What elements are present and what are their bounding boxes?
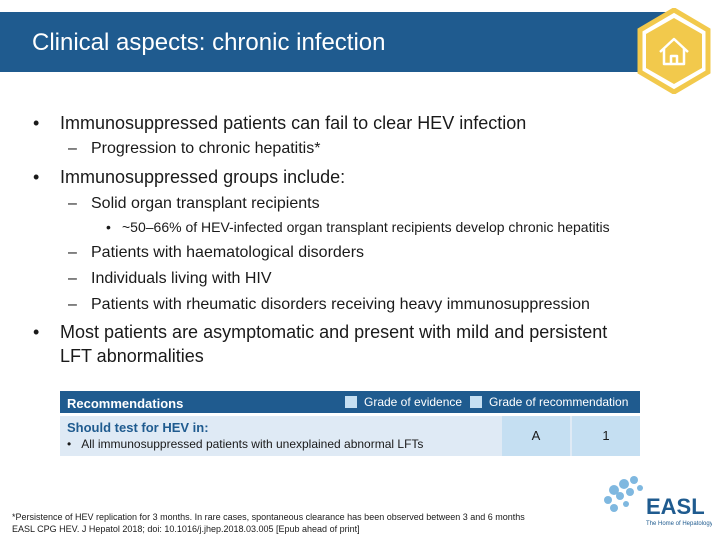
sub-bullet-2-2: Patients with haematological disorders xyxy=(91,244,365,261)
bullet-dot: • xyxy=(106,219,111,235)
bullet-dot: • xyxy=(33,167,40,187)
title-bar xyxy=(0,12,680,72)
bullet-3-line-2: LFT abnormalities xyxy=(60,346,204,366)
easl-logo: EASL The Home of Hepatology xyxy=(600,472,713,530)
bullet-dot: • xyxy=(67,437,72,451)
dash: – xyxy=(68,244,77,261)
recommendation-legend-label: Grade of recommendation xyxy=(489,395,629,409)
slide-title: Clinical aspects: chronic infection xyxy=(32,29,386,56)
recommendations-title: Recommendations xyxy=(67,396,184,411)
sub-bullet-2-4: Patients with rheumatic disorders receiv… xyxy=(91,296,590,313)
bullet-dot: • xyxy=(33,113,40,133)
grade-of-evidence-cell: A xyxy=(502,416,570,456)
home-icon[interactable] xyxy=(636,8,712,94)
footnote-citation: EASL CPG HEV. J Hepatol 2018; doi: 10.10… xyxy=(12,524,360,534)
dash: – xyxy=(68,270,77,287)
dash: – xyxy=(68,140,77,157)
bullet-1: Immunosuppressed patients can fail to cl… xyxy=(60,113,527,133)
dash: – xyxy=(68,296,77,313)
easl-logo-mark: EASL The Home of Hepatology xyxy=(604,476,713,527)
recommendation-item-text: All immunosuppressed patients with unexp… xyxy=(81,437,424,451)
recommendations-header: Recommendations Grade of evidence Grade … xyxy=(60,391,640,413)
dash: – xyxy=(68,195,77,212)
bullet-dot: • xyxy=(33,322,40,342)
recommendation-text-cell: Should test for HEV in: • All immunosupp… xyxy=(60,416,498,456)
sub-bullet-2-3: Individuals living with HIV xyxy=(91,270,272,287)
footnote: *Persistence of HEV replication for 3 mo… xyxy=(12,511,525,535)
grade-of-recommendation-value: 1 xyxy=(602,428,610,443)
evidence-legend-swatch xyxy=(345,396,357,408)
recommendation-legend-swatch xyxy=(470,396,482,408)
recommendation-item: • All immunosuppressed patients with une… xyxy=(67,437,423,451)
recommendation-question: Should test for HEV in: xyxy=(67,420,209,435)
sub-bullet-2-1: Solid organ transplant recipients xyxy=(91,195,320,212)
sub-bullet-1-1: Progression to chronic hepatitis* xyxy=(91,140,321,157)
bullet-3-line-1: Most patients are asymptomatic and prese… xyxy=(60,322,608,342)
recommendation-row: Should test for HEV in: • All immunosupp… xyxy=(60,416,640,456)
svg-text:The Home of Hepatology: The Home of Hepatology xyxy=(646,521,712,527)
bullet-2: Immunosuppressed groups include: xyxy=(60,167,346,187)
svg-text:EASL: EASL xyxy=(646,494,705,519)
grade-of-recommendation-cell: 1 xyxy=(572,416,640,456)
evidence-legend-label: Grade of evidence xyxy=(364,395,463,409)
slide-header: Clinical aspects: chronic infection xyxy=(0,0,720,94)
sub-sub-bullet-2-1-1: ~50–66% of HEV-infected organ transplant… xyxy=(122,219,610,235)
footnote-line-1: *Persistence of HEV replication for 3 mo… xyxy=(12,512,525,522)
grade-of-evidence-value: A xyxy=(531,428,541,443)
